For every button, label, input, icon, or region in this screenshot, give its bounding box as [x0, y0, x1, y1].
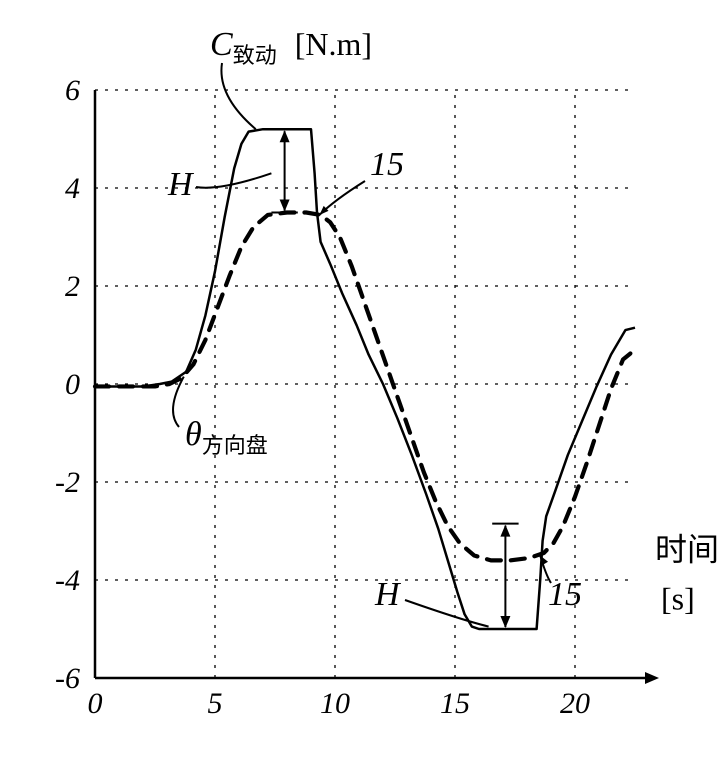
y-tick-label: -4 [55, 564, 80, 597]
y-tick-label: -6 [55, 662, 80, 695]
torque-angle-chart: -6-4-2024605101520C致动[N.m]H15θ方向盘H15时间[s… [0, 0, 721, 760]
x-tick-label: 20 [560, 687, 590, 720]
label-H-lower: H [374, 576, 402, 613]
y-tick-label: 4 [65, 172, 80, 205]
label-H-upper: H [167, 166, 195, 203]
y-tick-label: -2 [55, 466, 80, 499]
x-axis-label: 时间 [655, 531, 719, 567]
x-tick-label: 0 [88, 687, 103, 720]
chart-svg: -6-4-2024605101520C致动[N.m]H15θ方向盘H15时间[s… [0, 0, 721, 760]
label-15-upper: 15 [370, 146, 404, 183]
x-axis-unit: [s] [661, 580, 695, 616]
y-tick-label: 6 [65, 74, 80, 107]
y-tick-label: 0 [65, 368, 80, 401]
x-tick-label: 10 [320, 687, 350, 720]
label-15-lower: 15 [548, 576, 582, 613]
x-tick-label: 5 [208, 687, 223, 720]
y-tick-label: 2 [65, 270, 80, 303]
x-tick-label: 15 [440, 687, 470, 720]
